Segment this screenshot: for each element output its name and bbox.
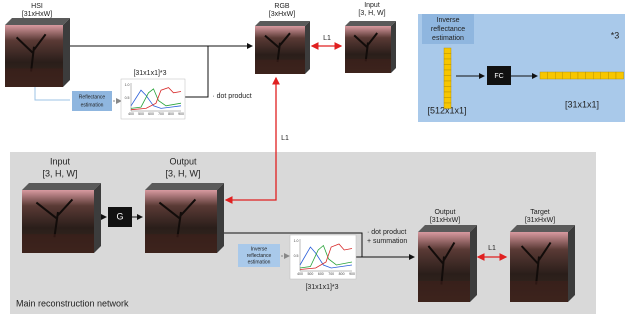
x-tick-label: 400 [128, 112, 134, 116]
reflectance-label: estimation [81, 102, 104, 108]
x-tick-label: 800 [339, 272, 345, 276]
l1: L1 [323, 35, 331, 42]
input-shape: [3, H, W] [358, 10, 385, 17]
output-shape: [3, H, W] [165, 168, 200, 178]
cube-top [255, 21, 310, 26]
target-shape: [31xHxW] [525, 217, 555, 224]
cell [563, 72, 571, 79]
foliage [255, 60, 305, 74]
foliage [22, 234, 94, 253]
l1: L1 [281, 135, 289, 142]
connector [35, 86, 70, 100]
input-title: Input [50, 156, 71, 166]
y-tick-label: 1.0 [125, 83, 130, 87]
y-tick-label: 0.5 [294, 254, 299, 258]
cube-top [145, 183, 224, 190]
input-title: Input [364, 2, 380, 9]
rgb-title: RGB [274, 3, 290, 10]
cell [444, 48, 451, 54]
diagram: Main reconstruction network Inverse refl… [0, 0, 629, 317]
cube-side [63, 18, 70, 87]
output-title: Output [169, 156, 197, 166]
generator: G [116, 211, 123, 221]
foliage [345, 59, 391, 73]
foliage [418, 281, 470, 302]
repeat: *3 [611, 30, 620, 40]
cube-top [5, 18, 70, 25]
cell [570, 72, 578, 79]
cell [540, 72, 548, 79]
cube-side [305, 21, 310, 74]
dot-sum: · dot product [367, 229, 406, 236]
y-tick-label: 1.0 [294, 239, 299, 243]
x-tick-label: 800 [168, 112, 174, 116]
foliage [145, 234, 217, 253]
cell [616, 72, 624, 79]
dot-product: · dot product [212, 93, 251, 100]
x-tick-label: 700 [328, 272, 334, 276]
x-tick-label: 700 [158, 112, 164, 116]
hsi-shape: [31xHxW] [22, 11, 52, 18]
hsi-title: HSI [31, 3, 43, 10]
x-tick-label: 600 [318, 272, 324, 276]
x-tick-label: 500 [138, 112, 144, 116]
cube-top [22, 183, 101, 190]
inverse-label: estimation [248, 259, 271, 265]
cell [444, 65, 451, 71]
cell [586, 72, 594, 79]
cell [444, 54, 451, 60]
reflectance-label: Reflectance [79, 94, 106, 100]
cube-side [217, 183, 224, 253]
cell [593, 72, 601, 79]
foliage [5, 68, 63, 87]
cell [578, 72, 586, 79]
cube-side [94, 183, 101, 253]
l1: L1 [488, 245, 496, 252]
x-tick-label: 500 [307, 272, 313, 276]
cell [608, 72, 616, 79]
hs-output-shape: [31xHxW] [430, 217, 460, 224]
y-tick-label: 0.5 [125, 96, 130, 100]
cell [444, 103, 451, 109]
plot-label: [31x1x1]*3 [305, 284, 338, 291]
x-tick-label: 900 [178, 112, 184, 116]
cell [555, 72, 563, 79]
network-title: Main reconstruction network [16, 298, 129, 308]
cell [444, 92, 451, 98]
target-title: Target [530, 209, 550, 216]
x-tick-label: 900 [349, 272, 355, 276]
cube-top [418, 225, 477, 232]
inverse-label: reflectance [247, 253, 272, 259]
plot-label: [31x1x1]*3 [133, 70, 166, 77]
x-tick-label: 600 [148, 112, 154, 116]
foliage [510, 281, 568, 302]
inverse-label: Inverse [251, 246, 268, 252]
input-shape: [3, H, W] [42, 168, 77, 178]
cell [444, 59, 451, 65]
connector [185, 46, 208, 97]
cube-top [345, 21, 396, 26]
cell [601, 72, 609, 79]
rgb-shape: [3xHxW] [269, 11, 296, 18]
cell [444, 81, 451, 87]
cell [444, 98, 451, 104]
panel-label: reflectance [431, 26, 465, 33]
cube-top [510, 225, 575, 232]
cell [444, 76, 451, 82]
dot-sum: + summation [367, 238, 407, 245]
cell [444, 70, 451, 76]
panel-label: estimation [432, 35, 464, 42]
cube-side [391, 21, 396, 73]
cell [548, 72, 556, 79]
panel-label: Inverse [437, 17, 460, 24]
out-shape: [31x1x1] [565, 99, 599, 109]
x-tick-label: 400 [297, 272, 303, 276]
fc: FC [494, 73, 503, 80]
hs-output-title: Output [434, 209, 455, 216]
cell [444, 87, 451, 93]
cube-side [470, 225, 477, 302]
cube-side [568, 225, 575, 302]
